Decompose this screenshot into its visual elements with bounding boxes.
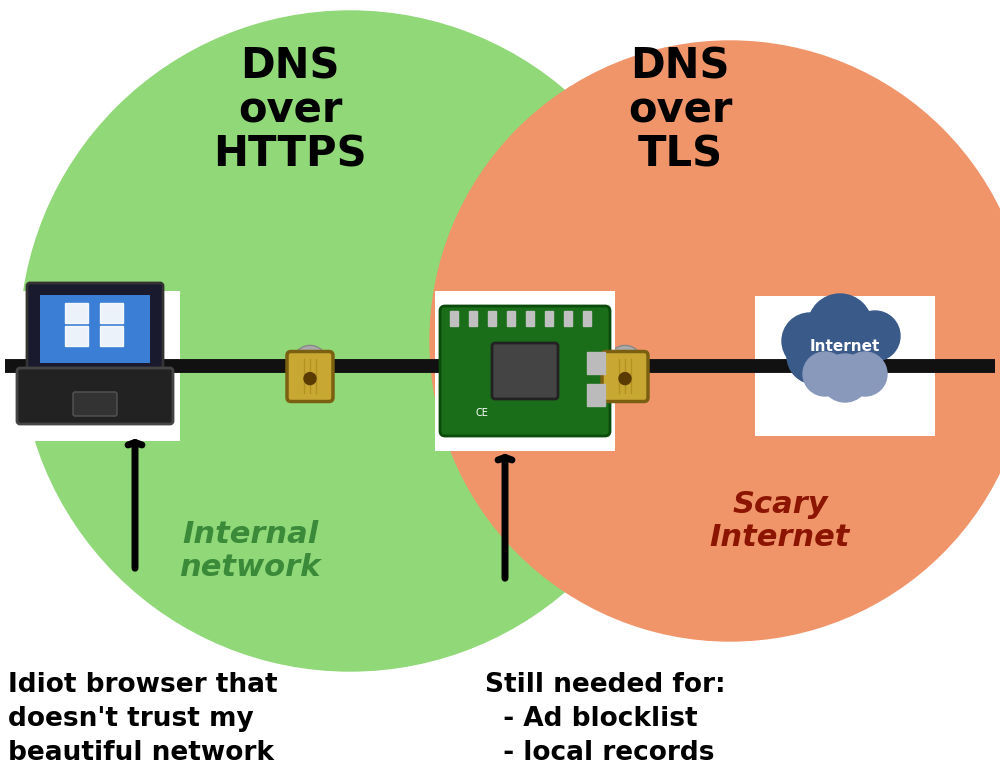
Bar — [100, 303, 123, 323]
Circle shape — [821, 354, 869, 402]
FancyBboxPatch shape — [10, 291, 180, 441]
Circle shape — [787, 328, 843, 384]
Text: DNS
over
TLS: DNS over TLS — [628, 46, 732, 175]
Bar — [65, 303, 88, 323]
Text: Idiot browser that
doesn't trust my
beautiful network: Idiot browser that doesn't trust my beau… — [8, 672, 278, 766]
FancyBboxPatch shape — [435, 291, 615, 451]
Text: Internet: Internet — [810, 338, 880, 353]
Bar — [507, 311, 515, 326]
Circle shape — [782, 313, 838, 369]
Bar — [587, 352, 605, 374]
Text: Still needed for:
  - Ad blocklist
  - local records: Still needed for: - Ad blocklist - local… — [485, 672, 726, 766]
Circle shape — [843, 352, 887, 396]
Circle shape — [850, 311, 900, 361]
Bar — [545, 311, 553, 326]
Circle shape — [304, 372, 316, 385]
FancyBboxPatch shape — [73, 392, 117, 416]
FancyBboxPatch shape — [287, 352, 333, 402]
Text: Internal
network: Internal network — [179, 520, 321, 582]
Bar — [526, 311, 534, 326]
Text: DNS
over
HTTPS: DNS over HTTPS — [213, 46, 367, 175]
Text: Scary
Internet: Scary Internet — [710, 490, 850, 552]
Circle shape — [808, 294, 872, 358]
FancyBboxPatch shape — [40, 295, 150, 363]
FancyBboxPatch shape — [17, 368, 173, 424]
Bar — [488, 311, 496, 326]
Bar — [450, 311, 458, 326]
Circle shape — [827, 323, 883, 379]
FancyBboxPatch shape — [440, 306, 610, 436]
Text: CE: CE — [475, 408, 488, 418]
FancyBboxPatch shape — [27, 283, 163, 374]
Bar — [583, 311, 591, 326]
Ellipse shape — [20, 11, 680, 671]
Bar — [564, 311, 572, 326]
Bar — [587, 384, 605, 406]
Bar — [65, 326, 88, 346]
Bar — [100, 326, 123, 346]
Circle shape — [619, 372, 631, 385]
FancyBboxPatch shape — [755, 296, 935, 436]
FancyBboxPatch shape — [492, 343, 558, 399]
Circle shape — [803, 352, 847, 396]
Bar — [469, 311, 477, 326]
Ellipse shape — [430, 41, 1000, 641]
FancyBboxPatch shape — [602, 352, 648, 402]
